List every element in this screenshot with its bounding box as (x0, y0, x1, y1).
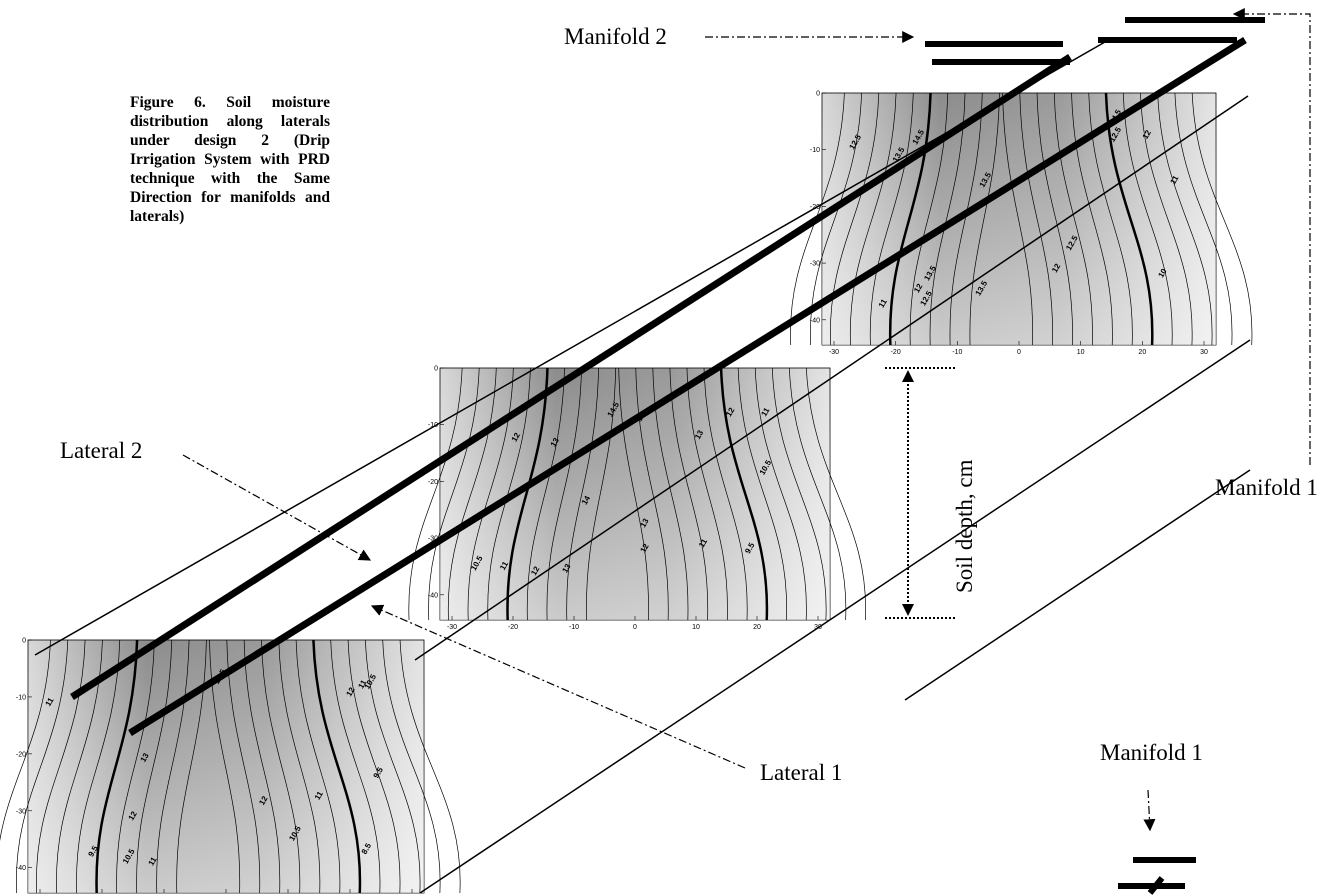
contour-panel: -30-20-1001020300-10-20-30-4012.513.514.… (790, 91, 1252, 357)
x-tick-label: -20 (508, 624, 518, 631)
y-tick-label: -40 (428, 592, 438, 599)
panel-fade (440, 368, 830, 620)
x-tick-label: 20 (1138, 349, 1146, 356)
y-tick-label: -20 (428, 479, 438, 486)
x-tick-label: -30 (447, 624, 457, 631)
label: Lateral 1 (760, 760, 842, 785)
y-tick-label: -10 (810, 147, 820, 154)
x-tick-label: 30 (1200, 349, 1208, 356)
label: Manifold 1 (1100, 740, 1203, 765)
x-tick-label: 0 (633, 624, 637, 631)
x-tick-label: -30 (829, 349, 839, 356)
x-tick-label: -10 (569, 624, 579, 631)
caption: Figure 6. Soil moisture distribution alo… (130, 93, 330, 226)
x-tick-label: 0 (1017, 349, 1021, 356)
label: Manifold 2 (564, 24, 667, 49)
y-tick-label: 0 (816, 91, 820, 98)
y-tick-label: -30 (810, 261, 820, 268)
x-tick-label: 10 (692, 624, 700, 631)
y-tick-label: -10 (16, 694, 26, 701)
contour-panel: -30-20-1001020300-10-20-30-401113.512111… (0, 638, 460, 895)
label: Lateral 2 (60, 438, 142, 463)
y-tick-label: 0 (434, 366, 438, 373)
y-tick-label: -40 (810, 317, 820, 324)
y-tick-label: -40 (16, 865, 26, 872)
x-tick-label: 10 (1077, 349, 1085, 356)
y-tick-label: 0 (22, 638, 26, 645)
page: -30-20-1001020300-10-20-30-4012.513.514.… (0, 0, 1344, 895)
x-tick-label: -20 (891, 349, 901, 356)
y-tick-label: -30 (16, 808, 26, 815)
x-tick-label: -10 (952, 349, 962, 356)
axis-label: Soil depth, cm (952, 459, 977, 593)
depth-marker (885, 368, 955, 618)
x-tick-label: 20 (753, 624, 761, 631)
contour-panel: -30-20-1001020300-10-20-30-40121314.5141… (409, 366, 866, 632)
label: Manifold 1 (1215, 475, 1318, 500)
y-tick-label: -20 (16, 751, 26, 758)
